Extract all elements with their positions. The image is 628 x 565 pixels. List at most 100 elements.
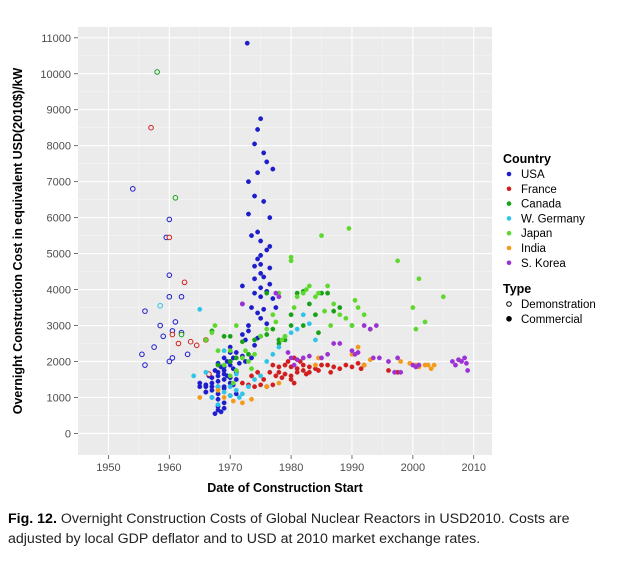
legend-marker	[506, 171, 512, 177]
data-point	[264, 384, 270, 390]
data-point	[270, 296, 276, 301]
data-point	[249, 305, 254, 310]
data-point	[398, 359, 404, 364]
legend-country-title: Country	[503, 152, 551, 166]
legend-label: Demonstration	[521, 299, 596, 311]
data-point	[197, 306, 203, 312]
data-point	[239, 283, 245, 289]
data-point	[258, 252, 264, 258]
data-point	[239, 400, 245, 406]
data-point	[431, 362, 437, 368]
y-tick-label: 10000	[40, 69, 71, 81]
data-point	[355, 360, 361, 366]
data-point	[233, 368, 239, 373]
x-tick-label: 2010	[461, 462, 485, 474]
data-point	[291, 380, 297, 386]
data-point	[306, 353, 312, 359]
legend-label: France	[521, 184, 557, 196]
x-tick-label: 1980	[279, 462, 303, 474]
data-point	[166, 216, 173, 223]
data-point	[300, 312, 306, 318]
data-point	[239, 301, 245, 307]
data-point	[209, 395, 215, 400]
data-point	[233, 377, 239, 382]
data-point	[270, 351, 276, 357]
data-point	[416, 276, 422, 282]
data-point	[425, 362, 431, 368]
grid-lines	[78, 27, 492, 455]
y-tick-label: 0	[65, 428, 71, 440]
data-point	[288, 330, 294, 336]
y-tick-label: 2000	[47, 356, 71, 368]
data-point	[249, 233, 254, 239]
data-point	[270, 382, 276, 388]
data-point	[343, 315, 349, 321]
data-point	[291, 305, 297, 310]
data-point	[221, 368, 227, 373]
data-point	[264, 359, 270, 364]
data-point	[191, 373, 197, 379]
data-point	[166, 272, 173, 278]
data-point	[288, 355, 294, 361]
data-point	[270, 326, 276, 332]
data-point	[215, 362, 221, 368]
data-point	[465, 368, 471, 373]
data-point	[258, 294, 264, 300]
data-point	[300, 368, 306, 373]
data-point	[270, 166, 276, 172]
data-point	[236, 360, 242, 366]
data-point	[276, 364, 282, 370]
data-point	[337, 341, 343, 346]
data-point	[398, 369, 404, 375]
data-point	[392, 369, 397, 375]
data-point	[197, 395, 203, 400]
data-point	[139, 351, 145, 358]
data-point	[294, 369, 300, 375]
data-point	[209, 384, 215, 390]
data-point	[258, 261, 264, 267]
data-point	[203, 369, 209, 375]
data-point	[361, 312, 367, 318]
data-point	[249, 355, 254, 361]
data-point	[328, 323, 334, 328]
data-point	[227, 373, 233, 379]
data-point	[148, 124, 154, 131]
x-tick-label: 1970	[218, 462, 242, 474]
data-point	[246, 179, 251, 185]
data-point	[166, 234, 173, 241]
data-point	[267, 243, 273, 249]
legend-label: S. Korea	[521, 258, 566, 270]
x-tick-label: 1950	[96, 462, 120, 474]
data-point	[349, 323, 355, 328]
data-point	[325, 283, 331, 289]
data-point	[221, 389, 227, 395]
data-point	[410, 305, 416, 310]
legend-marker	[506, 216, 512, 221]
data-point	[246, 384, 251, 390]
data-point	[243, 348, 248, 354]
data-point	[428, 366, 434, 372]
data-point	[276, 344, 282, 350]
data-point	[261, 306, 267, 312]
y-tick-label: 3000	[47, 321, 71, 333]
caption-label: Fig. 12.	[8, 511, 57, 527]
data-point	[227, 384, 233, 390]
data-point	[233, 355, 239, 361]
data-point	[376, 355, 382, 361]
data-point	[252, 342, 257, 348]
data-point	[258, 270, 264, 276]
data-point	[221, 348, 227, 354]
data-point	[258, 285, 264, 291]
x-axis-label: Date of Construction Start	[207, 481, 363, 495]
data-point	[258, 373, 264, 379]
data-point	[227, 348, 233, 354]
data-point	[246, 211, 251, 217]
data-point	[249, 396, 254, 402]
data-point	[306, 301, 312, 307]
data-points	[129, 40, 471, 417]
data-point	[450, 359, 455, 364]
data-point	[349, 348, 355, 354]
data-point	[273, 305, 279, 310]
legend-country-items: USA France Canada W. Germany Japan India S. Ko…	[506, 169, 585, 270]
data-point	[282, 362, 288, 368]
